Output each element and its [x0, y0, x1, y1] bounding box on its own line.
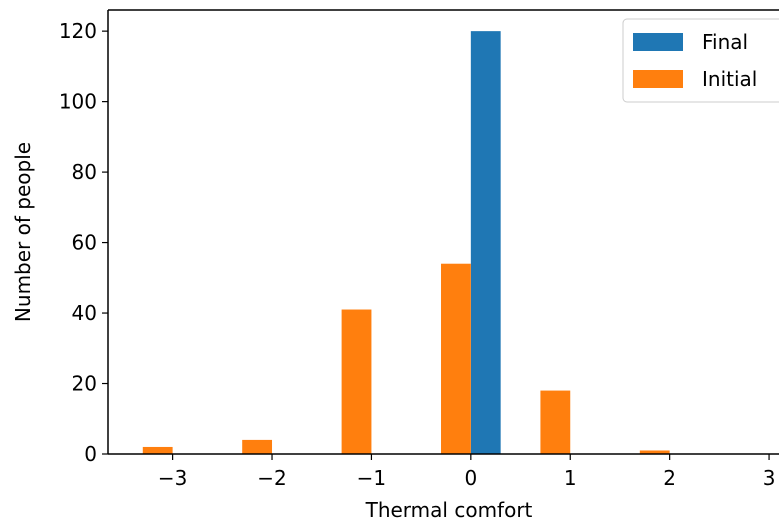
legend-swatch-final	[633, 33, 683, 51]
y-axis-title: Number of people	[11, 142, 35, 322]
y-tick-label: 40	[72, 301, 97, 325]
axes-group: 0 20 40 60 80 100 120 −3 −2 −1 0 1 2 3	[59, 9, 779, 490]
x-tick-label: −3	[158, 466, 187, 490]
x-tick-label: −1	[357, 466, 386, 490]
x-axis-title: Thermal comfort	[365, 498, 533, 522]
x-tick-label: 2	[663, 466, 676, 490]
bar-final-3	[470, 31, 501, 455]
bars-group	[142, 31, 670, 455]
bar-initial-4	[540, 390, 571, 454]
x-tick-label: 0	[464, 466, 477, 490]
bar-initial-2	[341, 309, 372, 454]
y-tick-label: 100	[59, 90, 97, 114]
legend-label-final: Final	[702, 30, 748, 54]
legend-swatch-initial	[633, 70, 683, 88]
x-tick-label: 1	[564, 466, 577, 490]
y-tick-label: 60	[72, 231, 97, 255]
legend-label-initial: Initial	[702, 67, 757, 91]
x-tick-label: −2	[257, 466, 286, 490]
legend: Final Initial	[622, 18, 779, 103]
y-tick-label: 0	[84, 442, 97, 466]
bar-initial-0	[142, 446, 173, 454]
x-tick-label: 3	[763, 466, 776, 490]
y-tick-label: 80	[72, 160, 97, 184]
bar-initial-1	[242, 439, 273, 454]
bar-initial-3	[441, 263, 471, 454]
y-tick-label: 120	[59, 19, 97, 43]
y-tick-label: 20	[72, 372, 97, 396]
bar-initial-5	[639, 450, 670, 454]
